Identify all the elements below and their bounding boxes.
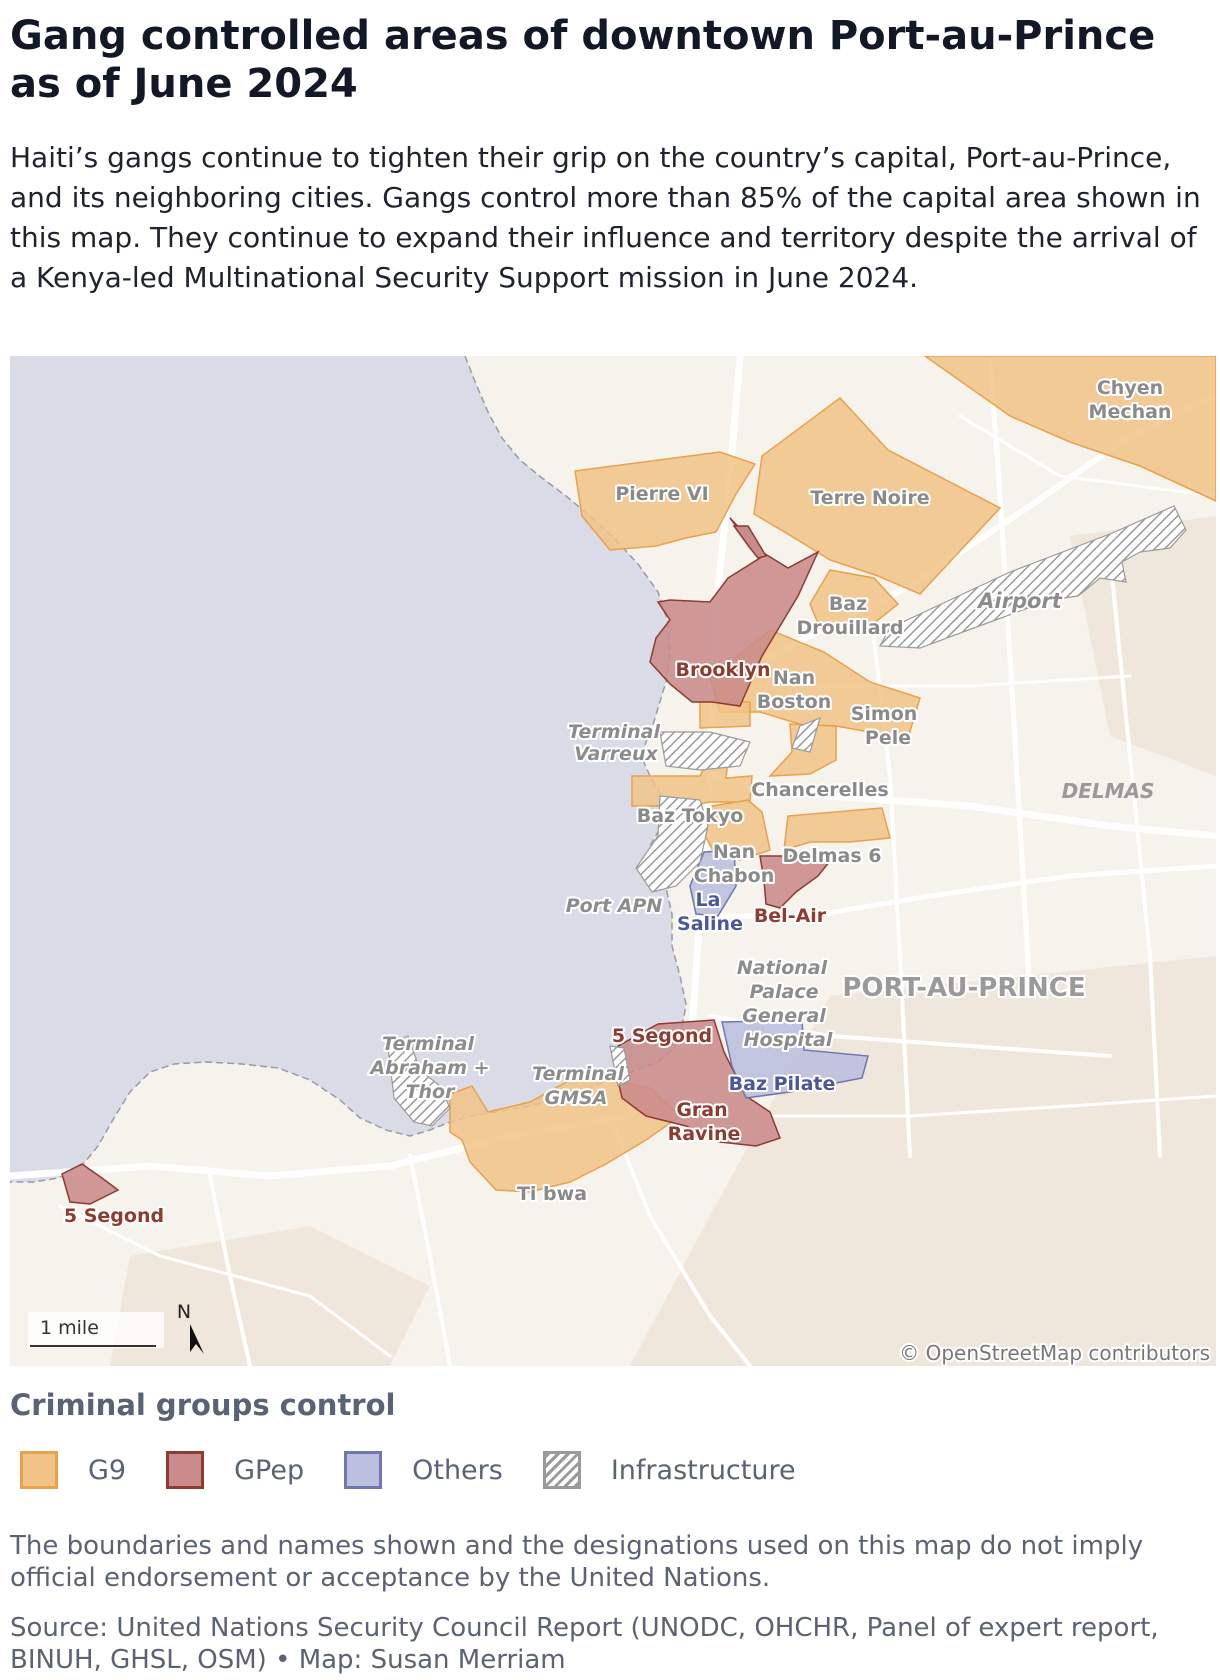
legend-title: Criminal groups control bbox=[10, 1388, 396, 1422]
g9-area-pierre-vi bbox=[574, 451, 757, 551]
infrastructure-areas bbox=[387, 505, 1187, 1127]
infrastructure-airport bbox=[879, 505, 1187, 649]
legend-item-gpep: GPep bbox=[166, 1451, 304, 1489]
label-abraham: Abraham + bbox=[368, 1057, 489, 1079]
label-port-apn: Port APN bbox=[566, 895, 663, 917]
label-chancerelles: Chancerelles bbox=[751, 779, 888, 801]
label-palace: Palace bbox=[749, 981, 818, 1003]
label-airport: Airport bbox=[976, 589, 1063, 613]
gpep-labels: Brooklyn Bel-Air 5 Segond Gran Ravine 5 … bbox=[62, 657, 829, 1229]
legend-item-infrastructure: Infrastructure bbox=[542, 1451, 796, 1489]
g9-area-chyen-mechan bbox=[923, 356, 1216, 502]
label-gran: Gran bbox=[676, 1099, 727, 1121]
g9-territories bbox=[449, 356, 1216, 1193]
label-baz: Baz bbox=[829, 593, 867, 615]
infrastructure-labels: Airport Terminal Varreux Port APN Nation… bbox=[366, 587, 1064, 1111]
label-baz-tokyo: Baz Tokyo bbox=[637, 805, 744, 827]
g9-labels: Chyen Mechan Pierre VI Terre Noire Baz D… bbox=[515, 375, 1174, 1207]
source-credit: Source: United Nations Security Council … bbox=[10, 1613, 1159, 1675]
label-port-au-prince: PORT-AU-PRINCE bbox=[842, 973, 1085, 1003]
label-baz-pilate: Baz Pilate bbox=[729, 1073, 836, 1095]
legend-swatch-g9 bbox=[20, 1451, 58, 1489]
legend-item-others: Others bbox=[344, 1451, 503, 1489]
gpep-area-brooklyn-stem bbox=[732, 525, 768, 559]
legend-swatch-infrastructure bbox=[542, 1451, 581, 1489]
gpep-area-brooklyn bbox=[649, 517, 820, 707]
legend: G9 GPep Others Infrastructure bbox=[20, 1448, 836, 1492]
legend-label-gpep: GPep bbox=[234, 1454, 305, 1486]
label-terminal-3: Terminal bbox=[532, 1063, 624, 1085]
scale-bar: 1 mile bbox=[28, 1312, 164, 1348]
label-brooklyn: Brooklyn bbox=[675, 659, 770, 681]
label-nan-1: Nan bbox=[773, 667, 815, 689]
legend-label-infrastructure: Infrastructure bbox=[610, 1454, 796, 1486]
others-area-la-saline bbox=[689, 849, 737, 917]
label-gmsa: GMSA bbox=[545, 1087, 608, 1109]
label-chyen: Chyen bbox=[1097, 377, 1163, 399]
gpep-territories bbox=[61, 517, 836, 1205]
label-bel-air: Bel-Air bbox=[754, 905, 827, 927]
gpep-area-5-segond-west bbox=[61, 1163, 120, 1205]
infrastructure-terminal-varreux bbox=[659, 731, 751, 771]
label-general: General bbox=[742, 1005, 826, 1027]
others-area-baz-pilate bbox=[721, 1019, 869, 1099]
north-label: N bbox=[177, 1301, 191, 1323]
infrastructure-airport-strip bbox=[791, 716, 821, 753]
legend-swatch-others bbox=[344, 1451, 383, 1489]
g9-area-delmas-6 bbox=[783, 807, 891, 852]
bay-water bbox=[10, 356, 686, 1182]
label-hospital: Hospital bbox=[744, 1029, 833, 1051]
page-subtitle: Haiti’s gangs continue to tighten their … bbox=[10, 141, 1201, 294]
label-la: La bbox=[696, 889, 721, 911]
gpep-area-5-segond-gran-ravine bbox=[615, 1019, 781, 1147]
label-terminal-1: Terminal bbox=[568, 721, 660, 743]
legend-label-others: Others bbox=[412, 1454, 503, 1486]
infrastructure-terminal-gmsa bbox=[609, 1045, 631, 1087]
label-terre-noire: Terre Noire bbox=[810, 487, 929, 509]
label-ti-bwa: Ti bwa bbox=[517, 1183, 587, 1205]
label-5-segond-west: 5 Segond bbox=[64, 1205, 164, 1227]
label-mechan: Mechan bbox=[1089, 401, 1172, 423]
g9-area-terre-noire bbox=[753, 396, 1002, 595]
disclaimer-note: The boundaries and names shown and the d… bbox=[10, 1531, 1144, 1593]
scale-label: 1 mile bbox=[40, 1317, 99, 1339]
legend-item-g9: G9 bbox=[20, 1451, 126, 1489]
label-thor: Thor bbox=[406, 1081, 457, 1103]
g9-area-south-of-brooklyn bbox=[699, 701, 751, 729]
label-simon: Simon bbox=[851, 703, 918, 725]
infrastructure-terminal-abraham-thor bbox=[387, 1035, 451, 1127]
label-5-segond-center: 5 Segond bbox=[612, 1025, 712, 1047]
label-nan-2: Nan bbox=[713, 841, 755, 863]
label-chabon: Chabon bbox=[694, 865, 774, 887]
page-title: Gang controlled areas of downtown Port-a… bbox=[10, 13, 1156, 107]
label-pele: Pele bbox=[865, 727, 911, 749]
gpep-area-bel-air bbox=[759, 855, 836, 909]
label-saline: Saline bbox=[677, 913, 743, 935]
label-terminal-2: Terminal bbox=[382, 1033, 474, 1055]
north-arrow-icon bbox=[190, 1324, 204, 1354]
label-delmas-6: Delmas 6 bbox=[783, 845, 882, 867]
label-national: National bbox=[737, 957, 828, 979]
map-attribution: © OpenStreetMap contributors bbox=[899, 1341, 1210, 1365]
map-panel[interactable]: Chyen Mechan Pierre VI Terre Noire Baz D… bbox=[10, 356, 1216, 1366]
map-canvas[interactable]: Chyen Mechan Pierre VI Terre Noire Baz D… bbox=[10, 356, 1216, 1366]
label-drouillard: Drouillard bbox=[796, 617, 903, 639]
terrain-shading bbox=[110, 516, 1216, 1366]
others-territories bbox=[689, 849, 869, 1099]
g9-area-baz-drouillard bbox=[809, 569, 900, 629]
legend-label-g9: G9 bbox=[88, 1454, 127, 1486]
legend-swatch-gpep bbox=[166, 1451, 205, 1489]
north-arrow: N bbox=[177, 1301, 204, 1354]
label-varreux: Varreux bbox=[574, 743, 658, 765]
g9-area-ti-bwa bbox=[449, 1079, 682, 1193]
others-labels: La Saline Baz Pilate bbox=[675, 887, 837, 1097]
infrastructure-port-apn bbox=[635, 795, 709, 893]
label-delmas: DELMAS bbox=[1062, 779, 1155, 803]
label-boston: Boston bbox=[757, 691, 832, 713]
label-pierre-vi: Pierre VI bbox=[615, 483, 708, 505]
label-ravine: Ravine bbox=[668, 1123, 741, 1145]
